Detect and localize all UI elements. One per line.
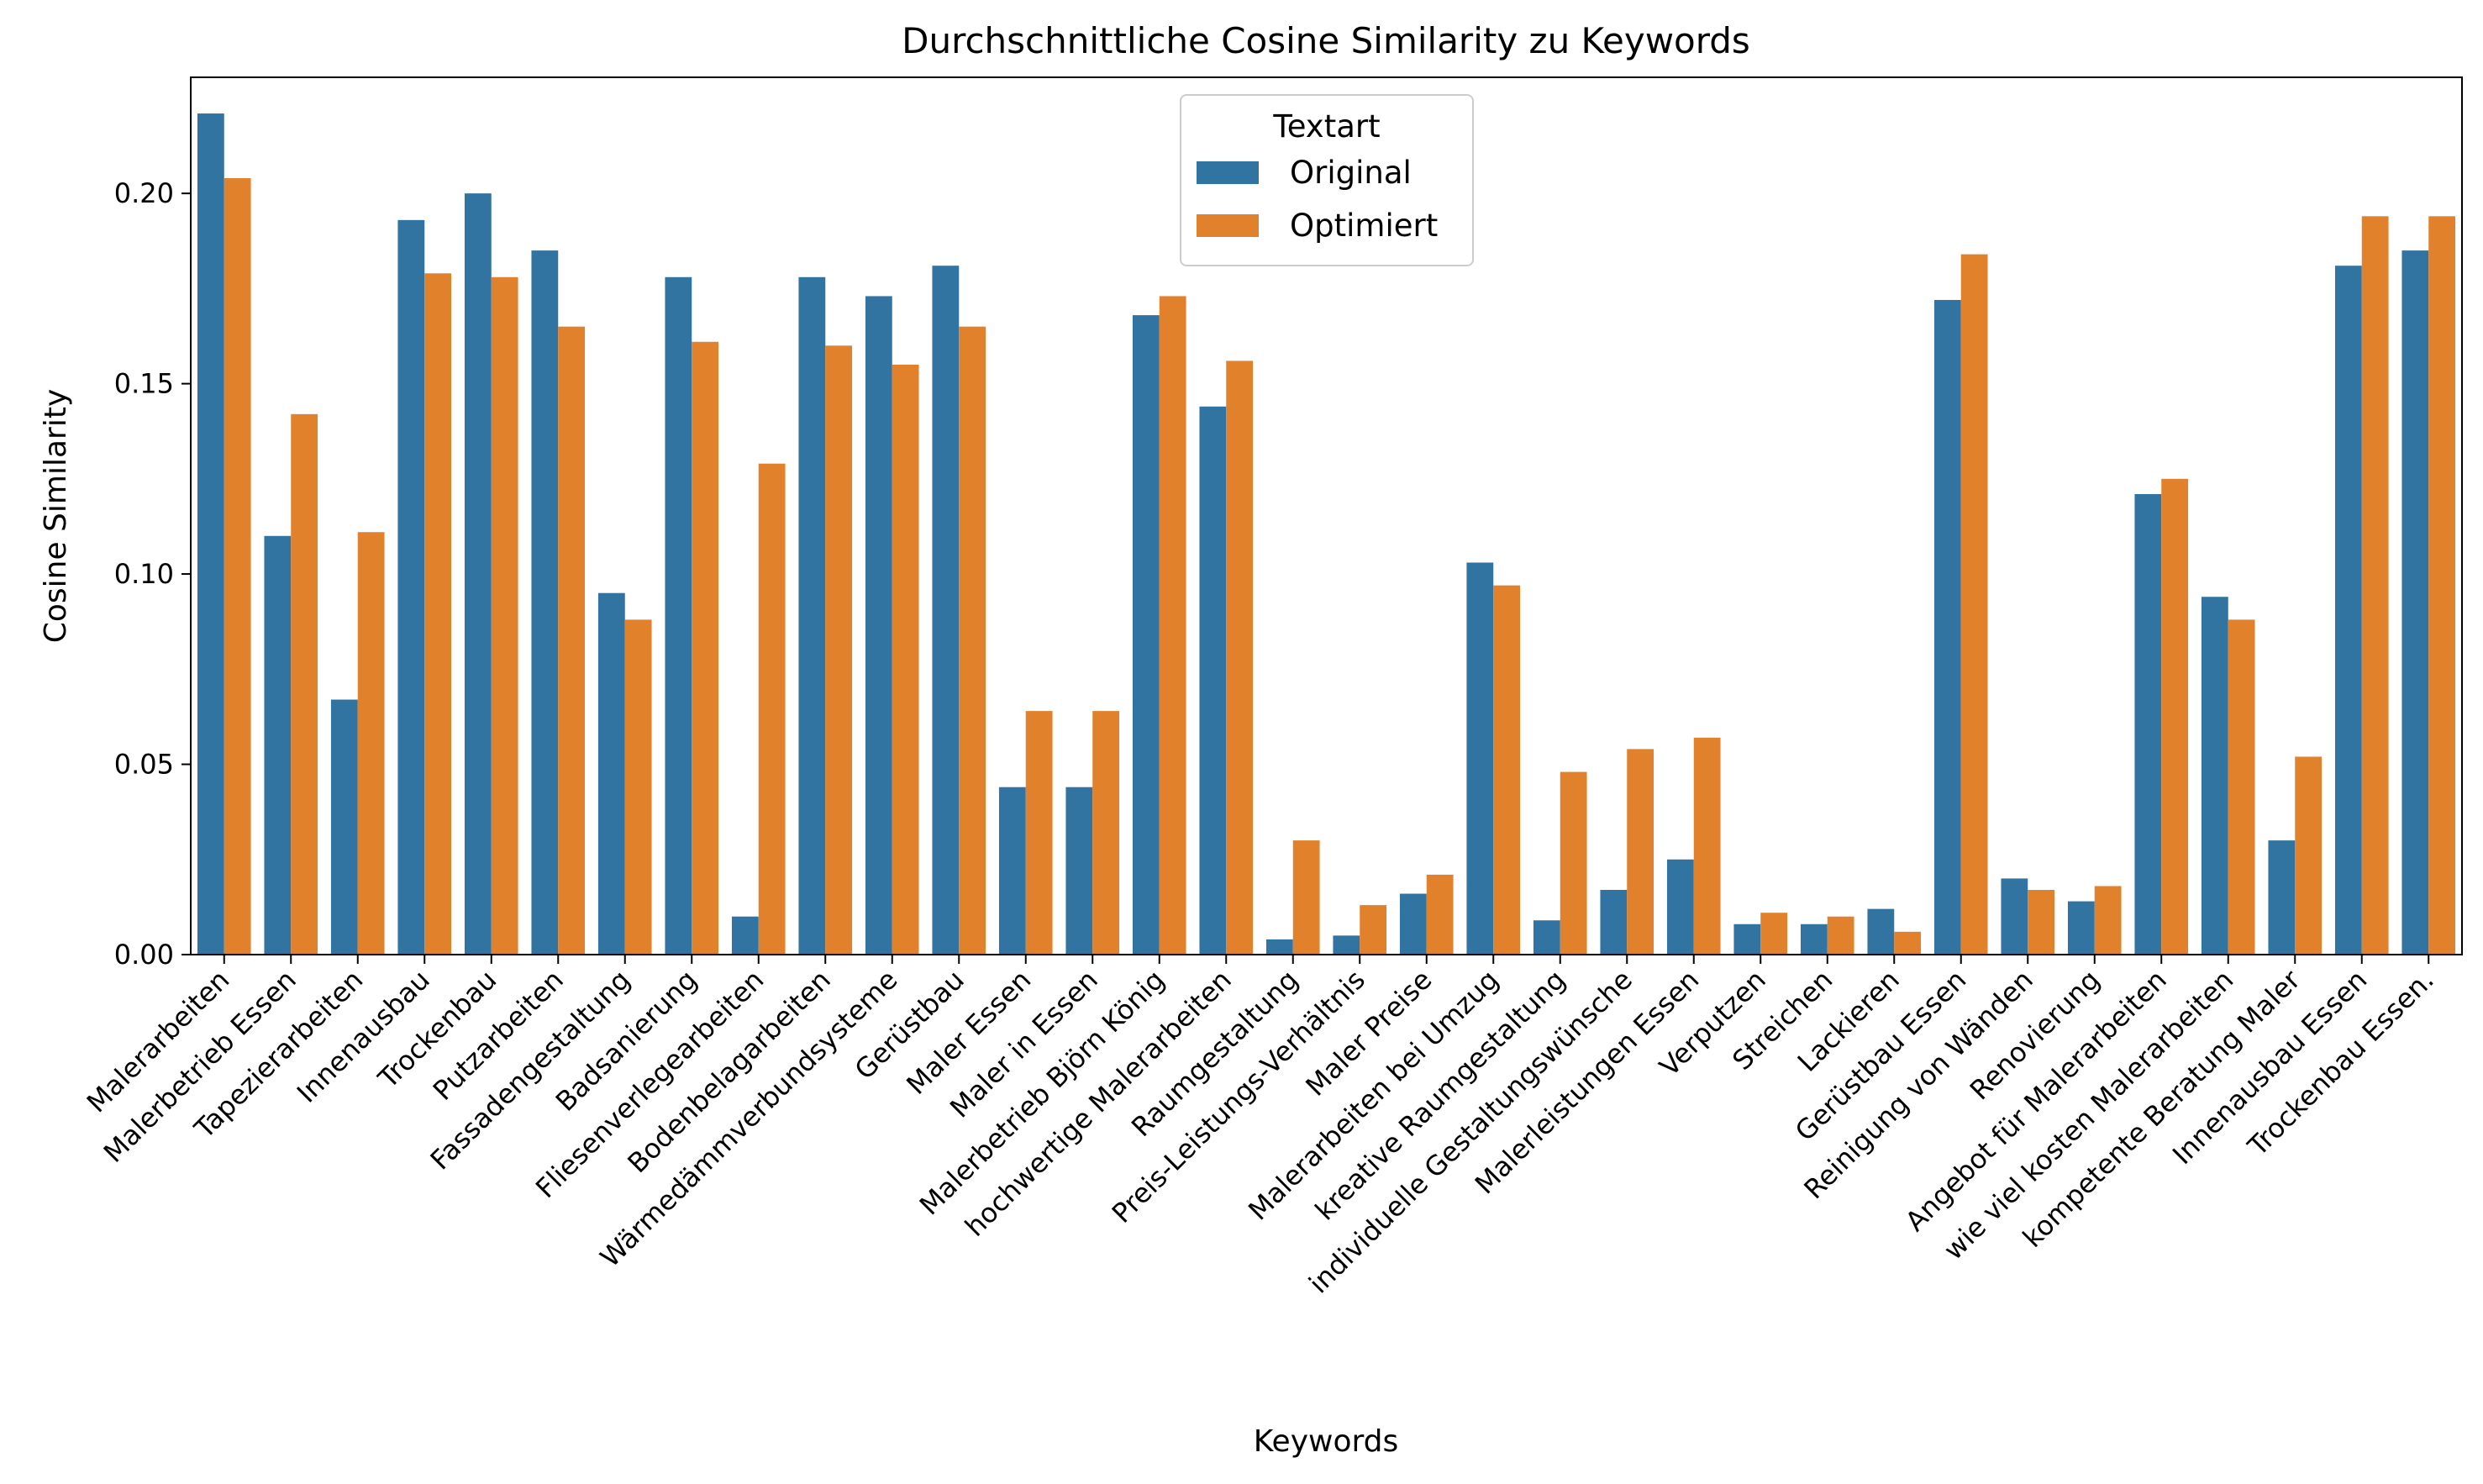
- bar-original-14: [1065, 787, 1093, 955]
- bar-original-9: [731, 916, 759, 955]
- bar-original-11: [865, 296, 892, 955]
- bar-original-2: [264, 535, 292, 955]
- bar-optimiert-25: [1827, 916, 1854, 955]
- bar-original-33: [2334, 266, 2362, 955]
- plot-frame: [190, 76, 2463, 955]
- bar-optimiert-30: [2161, 478, 2189, 955]
- legend-swatch-original: [1197, 161, 1259, 184]
- y-tick-label: 0.10: [114, 558, 174, 590]
- bar-original-8: [665, 276, 692, 955]
- bar-original-6: [531, 250, 559, 955]
- bar-original-21: [1533, 920, 1560, 955]
- x-axis-title: Keywords: [1254, 1424, 1399, 1459]
- bar-optimiert-8: [692, 341, 719, 955]
- bar-original-3: [330, 699, 358, 955]
- bar-original-7: [597, 592, 625, 955]
- bar-optimiert-27: [1960, 254, 1988, 955]
- bar-original-5: [464, 193, 492, 955]
- bar-optimiert-34: [2428, 216, 2456, 955]
- bar-original-24: [1733, 924, 1761, 955]
- bar-original-32: [2268, 840, 2296, 955]
- y-tick-label: 0.15: [114, 368, 174, 400]
- bar-optimiert-3: [357, 532, 385, 955]
- bar-original-19: [1399, 893, 1427, 955]
- bar-optimiert-9: [758, 463, 786, 955]
- legend-label-original: Original: [1290, 155, 1412, 191]
- bar-original-1: [197, 113, 224, 955]
- bar-original-26: [1867, 908, 1895, 955]
- bar-original-10: [798, 276, 826, 955]
- bar-optimiert-19: [1426, 874, 1454, 955]
- bar-original-20: [1466, 562, 1494, 955]
- bar-original-30: [2134, 493, 2162, 955]
- bar-optimiert-2: [291, 413, 318, 955]
- y-tick-label: 0.05: [114, 749, 174, 781]
- bar-original-23: [1666, 859, 1694, 955]
- bar-optimiert-32: [2295, 756, 2323, 955]
- bar-optimiert-17: [1292, 840, 1320, 955]
- bar-original-25: [1800, 924, 1828, 955]
- bar-optimiert-31: [2228, 619, 2255, 955]
- bar-optimiert-33: [2361, 216, 2389, 955]
- bar-original-22: [1600, 890, 1628, 955]
- bar-optimiert-22: [1627, 749, 1654, 955]
- bar-optimiert-21: [1560, 771, 1587, 955]
- bar-optimiert-1: [224, 178, 251, 955]
- y-tick-label: 0.20: [114, 177, 174, 209]
- bar-original-34: [2401, 250, 2429, 955]
- bar-optimiert-10: [825, 345, 853, 955]
- bar-original-12: [932, 266, 960, 955]
- legend: Textart Original Optimiert: [1180, 94, 1474, 266]
- bar-original-27: [1933, 299, 1961, 955]
- legend-swatch-optimiert: [1197, 214, 1259, 237]
- bar-optimiert-11: [892, 364, 919, 955]
- bar-optimiert-7: [624, 619, 652, 955]
- bar-optimiert-23: [1693, 737, 1721, 955]
- chart-title: Durchschnittliche Cosine Similarity zu K…: [902, 20, 1750, 61]
- bar-original-31: [2201, 597, 2228, 955]
- y-axis: 0.00 0.05 0.10 0.15 0.20: [114, 177, 191, 971]
- y-tick-label: 0.00: [114, 939, 174, 971]
- bar-optimiert-16: [1226, 360, 1254, 955]
- bars-group: [197, 113, 2456, 955]
- bar-optimiert-13: [1025, 711, 1053, 955]
- bar-original-18: [1333, 935, 1360, 955]
- bar-optimiert-14: [1092, 711, 1120, 955]
- y-axis-title: Cosine Similarity: [39, 389, 73, 644]
- bar-original-15: [1132, 315, 1160, 955]
- bar-optimiert-28: [2028, 890, 2055, 955]
- bar-original-28: [2001, 878, 2028, 955]
- legend-title: Textart: [1272, 108, 1380, 145]
- bar-optimiert-15: [1159, 296, 1186, 955]
- bar-optimiert-12: [959, 326, 986, 955]
- bar-optimiert-20: [1493, 585, 1521, 955]
- bar-original-29: [2067, 901, 2095, 955]
- bar-optimiert-24: [1760, 913, 1788, 955]
- bar-optimiert-26: [1894, 931, 1922, 955]
- bar-optimiert-5: [491, 276, 518, 955]
- bar-optimiert-4: [424, 273, 452, 955]
- bar-original-13: [998, 787, 1026, 955]
- legend-label-optimiert: Optimiert: [1290, 208, 1438, 244]
- bar-optimiert-29: [2094, 886, 2122, 955]
- bar-optimiert-18: [1360, 905, 1387, 955]
- bar-original-17: [1265, 939, 1293, 955]
- bar-original-16: [1199, 406, 1227, 955]
- bar-optimiert-6: [558, 326, 586, 955]
- bar-original-4: [397, 219, 425, 955]
